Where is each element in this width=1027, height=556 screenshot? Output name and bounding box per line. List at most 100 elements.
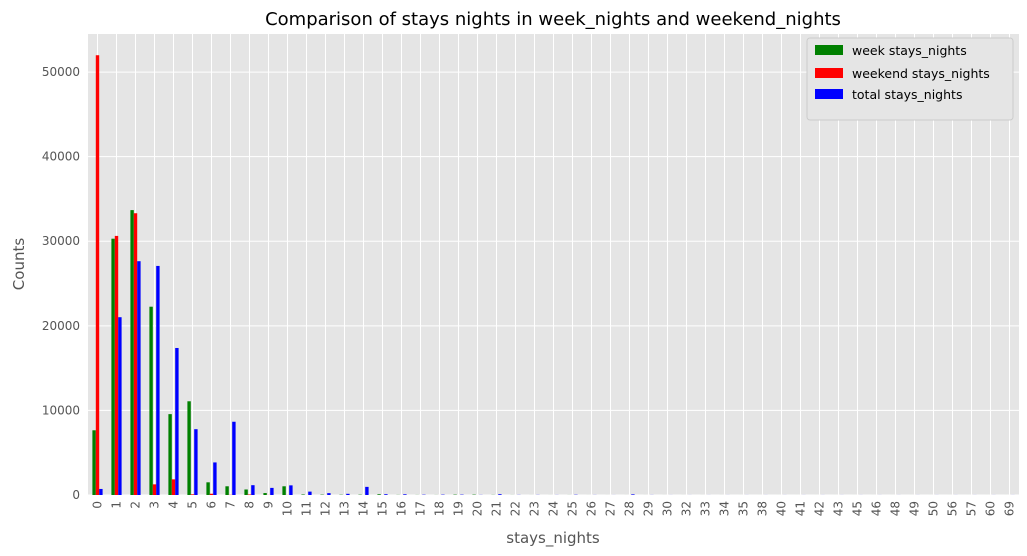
bar-0-0 — [92, 430, 96, 495]
x-tick-label: 9 — [262, 501, 276, 509]
bar-0-10 — [282, 486, 286, 495]
x-tick-label: 35 — [737, 501, 751, 516]
bar-2-21 — [498, 494, 502, 495]
x-tick-label: 3 — [148, 501, 162, 509]
x-tick-label: 11 — [300, 501, 314, 516]
legend-swatch-total — [815, 89, 843, 99]
bar-0-5 — [187, 401, 191, 495]
y-tick-label: 40000 — [42, 150, 80, 164]
x-tick-label: 25 — [566, 501, 580, 516]
bar-2-12 — [327, 493, 331, 495]
x-tick-label: 14 — [357, 501, 371, 516]
y-tick-label: 30000 — [42, 234, 80, 248]
bar-0-6 — [206, 482, 210, 495]
bar-1-1 — [114, 235, 119, 495]
x-tick-label: 26 — [585, 501, 599, 516]
legend-label-weekend: weekend stays_nights — [852, 66, 990, 81]
bar-1-6 — [209, 493, 214, 495]
legend-swatch-weekend — [815, 68, 843, 78]
x-tick-label: 27 — [604, 501, 618, 516]
bar-1-8 — [247, 494, 252, 495]
x-tick-label: 19 — [452, 501, 466, 516]
y-tick-label: 10000 — [42, 403, 80, 417]
bar-1-4 — [171, 479, 176, 495]
bar-2-4 — [175, 347, 179, 495]
x-tick-label: 13 — [338, 501, 352, 516]
x-tick-label: 30 — [661, 501, 675, 516]
bar-2-28 — [631, 494, 635, 495]
bars — [92, 55, 1015, 496]
x-tick-label: 56 — [946, 501, 960, 516]
x-tick-label: 43 — [832, 501, 846, 516]
bar-2-11 — [308, 491, 312, 495]
x-tick-label: 5 — [186, 501, 200, 509]
x-tick-label: 46 — [870, 501, 884, 516]
x-tick-label: 16 — [395, 501, 409, 516]
x-tick-label: 6 — [205, 501, 219, 509]
bar-2-5 — [194, 429, 198, 495]
bar-2-2 — [137, 261, 141, 495]
x-tick-label: 22 — [509, 501, 523, 516]
bar-2-1 — [118, 317, 122, 495]
bar-2-10 — [289, 485, 293, 495]
bar-2-8 — [251, 485, 255, 495]
x-tick-label: 49 — [908, 501, 922, 516]
bar-1-5 — [190, 494, 195, 495]
bar-2-13 — [346, 493, 350, 495]
x-tick-label: 15 — [376, 501, 390, 516]
bar-0-1 — [111, 238, 115, 495]
bar-2-15 — [384, 494, 388, 495]
bar-0-7 — [225, 486, 229, 495]
bar-2-16 — [403, 494, 407, 495]
x-tick-label: 42 — [813, 501, 827, 516]
x-tick-label: 0 — [91, 501, 105, 509]
legend: week stays_nights weekend stays_nights t… — [806, 37, 1014, 121]
x-tick-label: 28 — [623, 501, 637, 516]
x-tick-label: 18 — [433, 501, 447, 516]
y-axis-ticks: 0 10000 20000 30000 40000 50000 — [42, 65, 80, 502]
bar-0-15 — [377, 494, 381, 495]
grid — [88, 34, 1019, 496]
x-tick-label: 20 — [471, 501, 485, 516]
y-tick-label: 0 — [72, 488, 80, 502]
y-axis-label: Counts — [10, 238, 28, 291]
bar-2-6 — [213, 462, 217, 495]
x-tick-label: 45 — [851, 501, 865, 516]
x-tick-label: 10 — [281, 501, 295, 516]
bar-1-2 — [133, 213, 138, 496]
x-tick-label: 24 — [547, 501, 561, 516]
x-tick-label: 12 — [319, 501, 333, 516]
legend-swatch-week — [815, 45, 843, 55]
bar-2-7 — [232, 421, 236, 495]
x-tick-label: 41 — [794, 501, 808, 516]
x-tick-label: 8 — [243, 501, 257, 509]
x-tick-label: 2 — [129, 501, 143, 509]
x-tick-label: 60 — [984, 501, 998, 516]
x-tick-label: 34 — [718, 501, 732, 516]
x-tick-label: 7 — [224, 501, 238, 509]
y-tick-label: 50000 — [42, 65, 80, 79]
x-tick-label: 50 — [927, 501, 941, 516]
x-axis-label: stays_nights — [506, 529, 600, 548]
bar-0-3 — [149, 306, 153, 495]
x-tick-label: 21 — [490, 501, 504, 516]
bar-0-4 — [168, 414, 172, 495]
x-tick-label: 48 — [889, 501, 903, 516]
bar-2-0 — [99, 488, 103, 495]
bar-1-3 — [152, 484, 157, 495]
bar-1-0 — [95, 55, 100, 495]
legend-label-week: week stays_nights — [852, 43, 967, 58]
x-tick-label: 1 — [110, 501, 124, 509]
legend-box — [806, 37, 1014, 121]
y-tick-label: 20000 — [42, 319, 80, 333]
x-tick-label: 23 — [528, 501, 542, 516]
x-axis-ticks: 0 1 2 3 4 5 6 7 8 9 10 11 12 13 14 15 16 17 18 19 20 21 22 23 24… — [91, 501, 1017, 516]
bar-0-8 — [244, 489, 248, 495]
bar-0-2 — [130, 210, 134, 495]
x-tick-label: 33 — [699, 501, 713, 516]
x-tick-label: 57 — [965, 501, 979, 516]
x-tick-label: 32 — [680, 501, 694, 516]
legend-label-total: total stays_nights — [852, 87, 962, 102]
x-tick-label: 17 — [414, 501, 428, 516]
